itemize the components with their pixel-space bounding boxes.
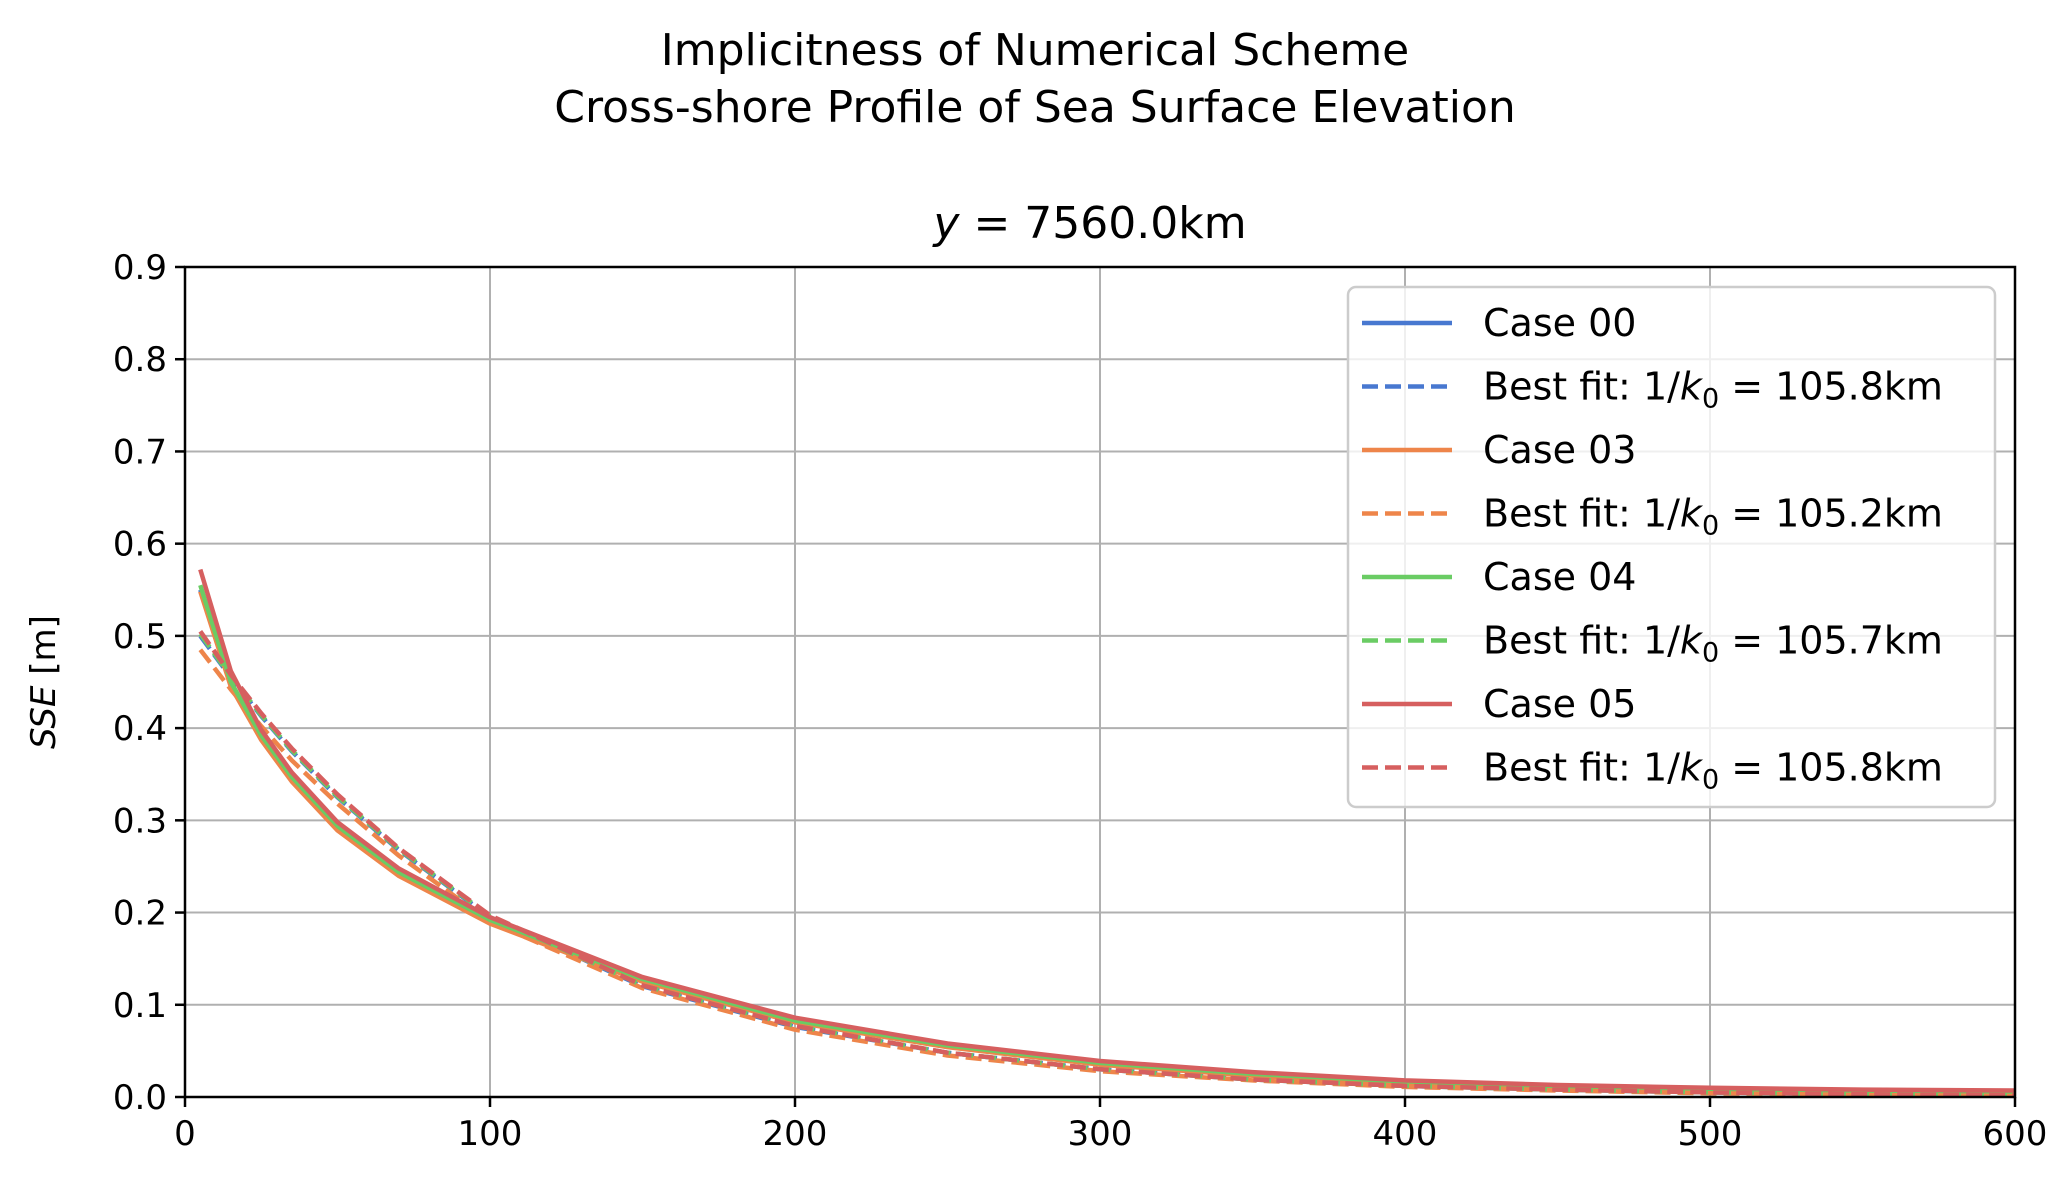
axes-title-rest: = 7560.0km xyxy=(959,198,1246,249)
series-line-7 xyxy=(198,568,2016,1093)
figure-suptitle-line1: Implicitness of Numerical Scheme xyxy=(661,25,1410,76)
legend-label-5: Case 04 xyxy=(1483,555,1636,599)
axes-title-math: y xyxy=(931,198,960,249)
y-tick-label: 0.7 xyxy=(113,432,167,472)
legend-label-8: Best fit: 1/k0 = 105.8km xyxy=(1483,746,1943,796)
series-layer xyxy=(198,568,2016,1098)
ticks: 0 100 200 300 400 500 600 0.0 0.1 0.2 0.3 0.4 0.5 0.6… xyxy=(113,248,2048,1154)
legend: Case 00 Best fit: 1/k0 = 105.8km Case 03 Be… xyxy=(1346,285,1997,809)
y-tick-label: 0.3 xyxy=(113,801,167,841)
legend-label-2: Best fit: 1/k0 = 105.8km xyxy=(1483,365,1943,415)
x-tick-label: 100 xyxy=(458,1114,523,1154)
x-tick-label: 0 xyxy=(174,1114,196,1154)
y-tick-label: 0.6 xyxy=(113,525,167,565)
x-tick-label: 200 xyxy=(763,1114,828,1154)
y-axis-label: SSE [m] xyxy=(24,615,64,749)
x-tick-label: 400 xyxy=(1373,1114,1438,1154)
legend-label-3: Case 03 xyxy=(1483,428,1636,472)
y-tick-label: 0.1 xyxy=(113,986,167,1026)
x-tick-label: 300 xyxy=(1068,1114,1133,1154)
series-line-8 xyxy=(198,630,2016,1098)
legend-label-1: Case 00 xyxy=(1483,301,1636,345)
figure-suptitle-line2: Cross-shore Profile of Sea Surface Eleva… xyxy=(554,82,1516,133)
legend-box xyxy=(1346,285,1997,809)
series-line-4 xyxy=(198,648,2016,1098)
legend-label-4: Best fit: 1/k0 = 105.2km xyxy=(1483,492,1943,542)
x-tick-label: 500 xyxy=(1678,1114,1743,1154)
y-axis-label-rest: [m] xyxy=(24,615,64,685)
axes-title: y = 7560.0km xyxy=(931,198,1246,249)
x-tick-label: 600 xyxy=(1983,1114,2048,1154)
y-tick-label: 0.8 xyxy=(113,340,167,380)
y-axis-label-math: SSE xyxy=(24,685,64,749)
legend-label-7: Case 05 xyxy=(1483,682,1636,726)
y-tick-label: 0.5 xyxy=(113,617,167,657)
y-tick-label: 0.4 xyxy=(113,709,167,749)
y-tick-label: 0.9 xyxy=(113,248,167,288)
y-tick-label: 0.2 xyxy=(113,894,167,934)
y-tick-label: 0.0 xyxy=(113,1078,167,1118)
legend-label-6: Best fit: 1/k0 = 105.7km xyxy=(1483,619,1943,669)
